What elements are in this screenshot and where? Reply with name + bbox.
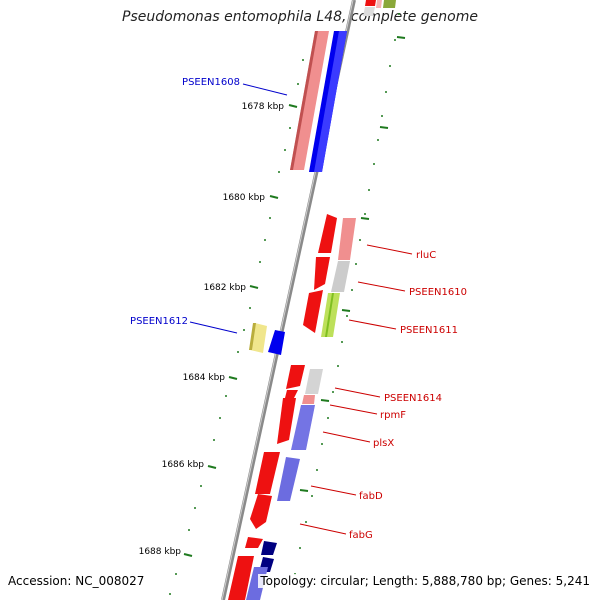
scale-tick-marks [183, 104, 298, 557]
scale-label: 1678 kbp [242, 102, 285, 112]
gene-label: PSEEN1611 [400, 325, 458, 336]
gene-label: PSEEN1612 [130, 316, 188, 327]
topology-text: Topology: circular; Length: 5,888,780 bp… [258, 574, 592, 588]
scale-label: 1686 kbp [162, 460, 205, 470]
map-title: Pseudomonas entomophila L48, complete ge… [122, 9, 478, 25]
gene-label: plsX [373, 438, 394, 449]
gene-cluster-plsx [277, 365, 323, 450]
gene-pseen1612 [249, 323, 285, 355]
scale-label: 1684 kbp [183, 373, 226, 383]
gene-label: PSEEN1608 [182, 77, 240, 88]
scale-label: 1682 kbp [204, 283, 247, 293]
outer-tick-marks [299, 36, 406, 492]
leader-lines [189, 83, 413, 535]
gene-features-top [363, 0, 396, 16]
gene-label: fabG [349, 530, 373, 541]
gene-pseen1608 [290, 31, 347, 172]
scale-label: 1688 kbp [139, 547, 182, 557]
gene-label: fabD [359, 491, 383, 502]
gene-label: PSEEN1610 [409, 287, 467, 298]
gene-cluster-rluc [303, 214, 356, 337]
outer-dot-track [294, 13, 400, 575]
accession-text: Accession: NC_008027 [8, 574, 145, 588]
scale-label: 1680 kbp [223, 193, 266, 203]
scale-dot-track [169, 59, 304, 595]
gene-label: PSEEN1614 [384, 393, 442, 404]
gene-label: rluC [416, 250, 436, 261]
gene-label: rpmF [380, 410, 406, 421]
